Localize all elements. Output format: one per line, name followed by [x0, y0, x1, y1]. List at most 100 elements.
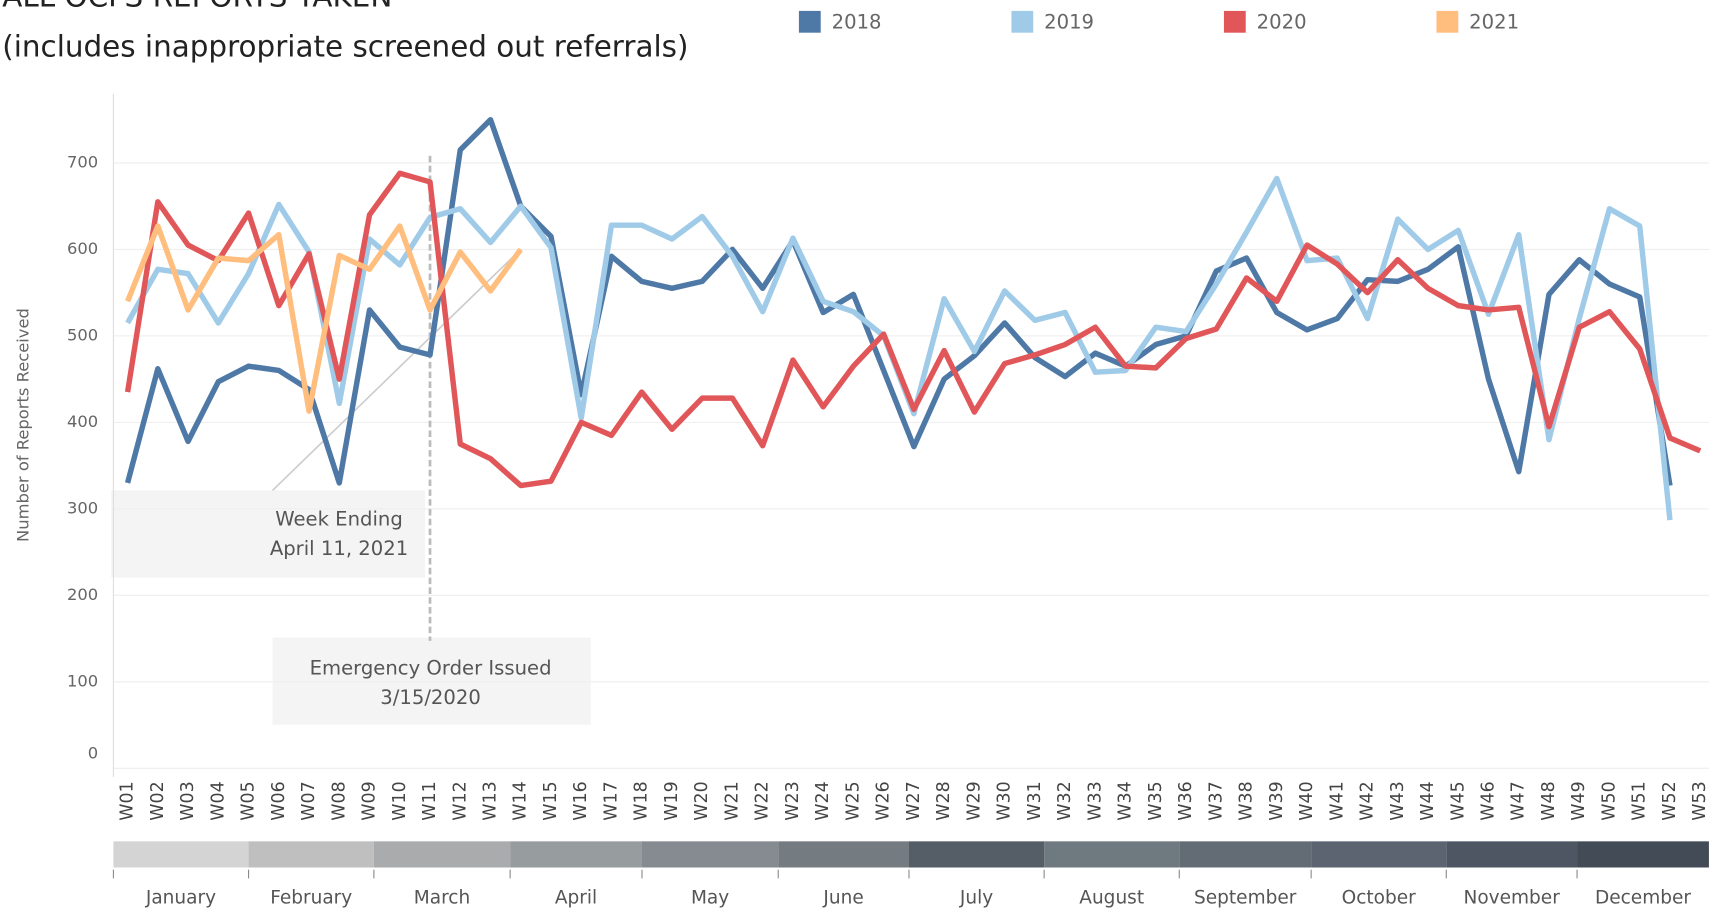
x-tick-label: W40 [1297, 781, 1317, 820]
x-tick-label: W21 [722, 781, 742, 820]
x-tick-label: W26 [874, 781, 894, 820]
x-tick-label: W20 [692, 781, 712, 820]
annotation-text: Week Ending [275, 507, 403, 530]
x-tick-label: W07 [299, 781, 319, 820]
month-band [908, 841, 1045, 868]
x-tick-label: W45 [1448, 781, 1468, 820]
x-tick-label: W11 [420, 781, 440, 820]
x-tick-label: W16 [571, 781, 591, 820]
x-tick-label: W25 [843, 781, 863, 820]
legend-label: 2021 [1469, 10, 1519, 33]
y-tick-label: 600 [67, 239, 98, 258]
annotation-text: Emergency Order Issued [310, 657, 552, 680]
x-tick-label: W23 [783, 781, 803, 820]
x-tick-label: W12 [450, 781, 470, 820]
x-tick-label: W24 [813, 781, 833, 820]
leader-line [271, 248, 522, 492]
legend-label: 2019 [1044, 10, 1094, 33]
chart-title: ALL OCFS REPORTS TAKEN [2, 0, 392, 14]
month-label: January [145, 888, 216, 909]
x-tick-label: W14 [511, 781, 531, 820]
legend-label: 2018 [832, 10, 882, 33]
month-label: March [414, 888, 470, 909]
month-label: February [270, 888, 352, 909]
month-band [1577, 841, 1709, 868]
month-band [1446, 841, 1578, 868]
legend-swatch [1011, 10, 1034, 33]
month-label: August [1079, 888, 1144, 909]
y-tick-label: 300 [67, 498, 98, 517]
x-tick-label: W31 [1025, 781, 1045, 820]
legend-label: 2020 [1257, 10, 1307, 33]
x-tick-label: W48 [1539, 781, 1559, 820]
month-band [778, 841, 909, 868]
legend-swatch [1223, 10, 1246, 33]
x-tick-label: W43 [1388, 781, 1408, 820]
y-tick-label: 700 [67, 152, 98, 171]
x-tick-label: W13 [481, 781, 501, 820]
x-tick-label: W34 [1116, 781, 1136, 820]
x-tick-label: W35 [1146, 781, 1166, 820]
y-tick-label: 400 [67, 412, 98, 431]
x-tick-label: W32 [1055, 781, 1075, 820]
x-tick-label: W49 [1569, 781, 1589, 820]
x-tick-label: W41 [1327, 781, 1347, 820]
month-label: May [691, 888, 729, 909]
annotation-box [111, 490, 426, 578]
month-band [641, 841, 779, 868]
x-tick-label: W37 [1206, 781, 1226, 820]
month-band [1179, 841, 1312, 868]
x-tick-label: W28 [934, 781, 954, 820]
annotation-text: 3/15/2020 [380, 686, 481, 709]
y-tick-label: 500 [67, 325, 98, 344]
x-tick-label: W47 [1509, 781, 1529, 820]
x-tick-label: W42 [1358, 781, 1378, 820]
month-label: October [1342, 888, 1416, 909]
month-band [510, 841, 642, 868]
month-label: September [1194, 888, 1297, 909]
month-label: November [1463, 888, 1560, 909]
y-axis-label: Number of Reports Received [13, 308, 32, 542]
x-tick-label: W51 [1630, 781, 1650, 820]
series-line [125, 223, 523, 414]
x-tick-label: W05 [239, 781, 259, 820]
month-band [113, 841, 249, 868]
month-label: July [959, 888, 993, 909]
x-tick-label: W36 [1176, 781, 1196, 820]
x-tick-label: W03 [178, 781, 198, 820]
legend-swatch [798, 10, 821, 33]
y-tick-label: 200 [67, 585, 98, 604]
x-tick-label: W06 [269, 781, 289, 820]
x-tick-label: W22 [753, 781, 773, 820]
x-tick-label: W09 [360, 781, 380, 820]
month-band [1311, 841, 1447, 868]
x-tick-label: W17 [601, 781, 621, 820]
y-tick-label: 0 [88, 744, 98, 763]
x-tick-label: W18 [632, 781, 652, 820]
annotation-text: April 11, 2021 [270, 537, 408, 560]
x-tick-label: W29 [964, 781, 984, 820]
legend-swatch [1436, 10, 1459, 33]
x-tick-label: W01 [118, 781, 138, 820]
x-tick-label: W08 [329, 781, 349, 820]
x-tick-label: W04 [208, 781, 228, 820]
x-tick-label: W33 [1085, 781, 1105, 820]
x-tick-label: W52 [1660, 781, 1680, 820]
chart-subtitle: (includes inappropriate screened out ref… [2, 30, 688, 64]
x-tick-label: W53 [1690, 781, 1709, 820]
x-tick-label: W10 [390, 781, 410, 820]
x-tick-label: W30 [995, 781, 1015, 820]
x-tick-label: W38 [1237, 781, 1257, 820]
x-tick-label: W39 [1267, 781, 1287, 820]
x-tick-label: W02 [148, 781, 168, 820]
month-label: December [1595, 888, 1691, 909]
month-band [373, 841, 511, 868]
x-tick-label: W44 [1418, 781, 1438, 820]
y-tick-label: 100 [67, 671, 98, 690]
month-band [1044, 841, 1180, 868]
series-line [124, 170, 1702, 489]
x-tick-label: W15 [541, 781, 561, 820]
month-label: April [555, 888, 597, 909]
annotation-box [272, 637, 591, 725]
